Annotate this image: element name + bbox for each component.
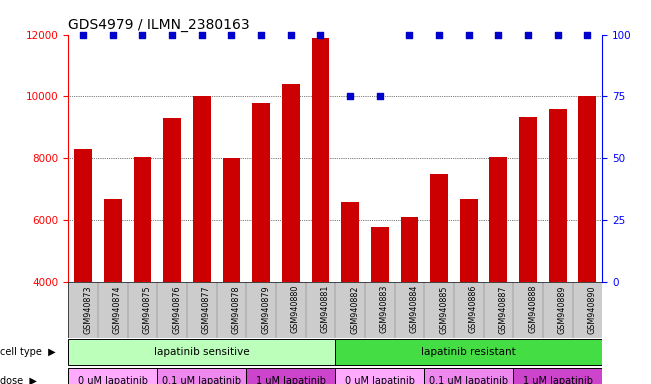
Bar: [549, 109, 566, 384]
Bar: [430, 174, 448, 384]
Text: GSM940887: GSM940887: [499, 285, 507, 334]
Text: 0.1 uM lapatinib: 0.1 uM lapatinib: [162, 376, 242, 384]
Point: [523, 31, 533, 38]
Text: GSM940888: GSM940888: [528, 285, 537, 333]
Text: GSM940878: GSM940878: [232, 285, 240, 334]
Point: [167, 31, 177, 38]
Text: GDS4979 / ILMN_2380163: GDS4979 / ILMN_2380163: [68, 18, 250, 32]
FancyBboxPatch shape: [158, 368, 246, 384]
Bar: [252, 103, 270, 384]
Bar: [223, 158, 240, 384]
Bar: [282, 84, 299, 384]
Bar: [579, 96, 596, 384]
Text: 0.1 uM lapatinib: 0.1 uM lapatinib: [429, 376, 508, 384]
Text: GSM940874: GSM940874: [113, 285, 122, 334]
Bar: [371, 227, 389, 384]
Text: GSM940876: GSM940876: [172, 285, 181, 334]
Text: GSM940881: GSM940881: [320, 285, 329, 333]
Text: GSM940882: GSM940882: [350, 285, 359, 334]
Text: 0 uM lapatinib: 0 uM lapatinib: [78, 376, 148, 384]
Point: [315, 31, 326, 38]
Text: GSM940885: GSM940885: [439, 285, 448, 334]
FancyBboxPatch shape: [68, 368, 158, 384]
FancyBboxPatch shape: [335, 368, 424, 384]
Text: lapatinib resistant: lapatinib resistant: [421, 347, 516, 358]
Text: lapatinib sensitive: lapatinib sensitive: [154, 347, 249, 358]
Text: cell type  ▶: cell type ▶: [0, 347, 55, 358]
Text: 0 uM lapatinib: 0 uM lapatinib: [345, 376, 415, 384]
Bar: [163, 118, 181, 384]
Text: GSM940884: GSM940884: [409, 285, 419, 333]
Point: [464, 31, 474, 38]
FancyBboxPatch shape: [424, 368, 513, 384]
FancyBboxPatch shape: [68, 282, 602, 338]
Point: [345, 93, 355, 99]
Point: [404, 31, 415, 38]
Point: [227, 31, 237, 38]
Bar: [519, 117, 537, 384]
Point: [78, 31, 89, 38]
Bar: [400, 217, 419, 384]
Text: GSM940879: GSM940879: [261, 285, 270, 334]
Bar: [193, 96, 211, 384]
Text: 1 uM lapatinib: 1 uM lapatinib: [523, 376, 592, 384]
Text: GSM940877: GSM940877: [202, 285, 211, 334]
FancyBboxPatch shape: [335, 339, 602, 365]
Bar: [490, 157, 507, 384]
Point: [107, 31, 118, 38]
Point: [374, 93, 385, 99]
Text: dose  ▶: dose ▶: [0, 376, 37, 384]
FancyBboxPatch shape: [68, 339, 335, 365]
Bar: [341, 202, 359, 384]
Bar: [460, 199, 478, 384]
Text: GSM940875: GSM940875: [143, 285, 152, 334]
Point: [493, 31, 504, 38]
Point: [582, 31, 592, 38]
Text: GSM940883: GSM940883: [380, 285, 389, 333]
Text: 1 uM lapatinib: 1 uM lapatinib: [256, 376, 326, 384]
Point: [434, 31, 444, 38]
Bar: [133, 157, 152, 384]
Text: GSM940886: GSM940886: [469, 285, 478, 333]
Point: [137, 31, 148, 38]
Text: GSM940889: GSM940889: [558, 285, 566, 334]
Text: GSM940873: GSM940873: [83, 285, 92, 334]
FancyBboxPatch shape: [246, 368, 335, 384]
Point: [256, 31, 266, 38]
Point: [197, 31, 207, 38]
Bar: [104, 199, 122, 384]
Bar: [312, 38, 329, 384]
Text: GSM940880: GSM940880: [291, 285, 299, 333]
Text: GSM940890: GSM940890: [587, 285, 596, 334]
FancyBboxPatch shape: [513, 368, 602, 384]
Point: [553, 31, 563, 38]
Bar: [74, 149, 92, 384]
Point: [286, 31, 296, 38]
